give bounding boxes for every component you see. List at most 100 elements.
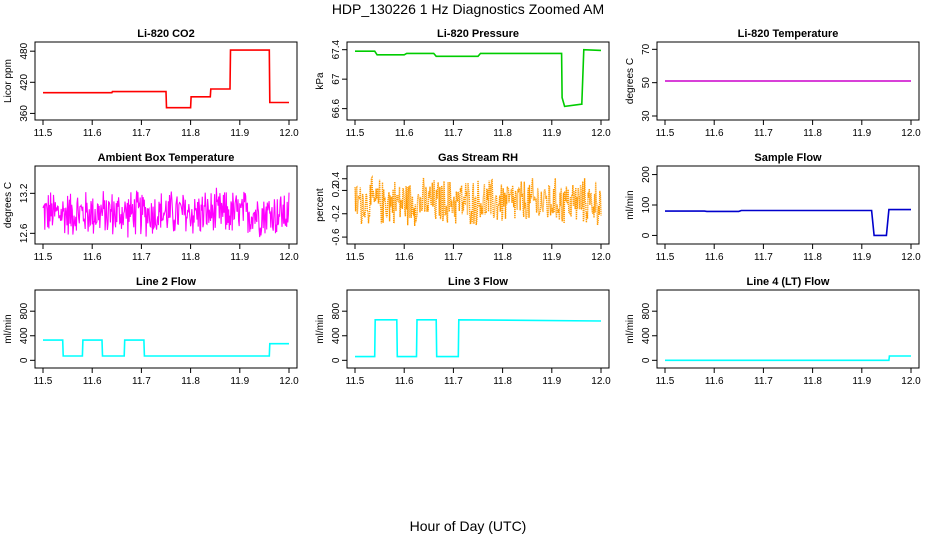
x-tick-label: 11.6: [83, 376, 102, 387]
y-axis-label: ml/min: [625, 190, 636, 219]
panel-title: Line 3 Flow: [448, 276, 508, 288]
x-tick-label: 11.9: [852, 128, 871, 139]
y-tick-label: 360: [19, 105, 30, 122]
y-tick-label: 12.6: [19, 223, 30, 243]
y-tick-label: 800: [641, 302, 652, 319]
x-tick-label: 11.8: [181, 128, 200, 139]
chart-panel-3: Ambient Box Temperature 11.5 11.6 11.7 11.8 1…: [3, 152, 299, 263]
x-tick-label: 11.5: [34, 128, 53, 139]
y-tick-label: 70: [641, 43, 652, 55]
x-tick-label: 11.5: [34, 376, 53, 387]
series-line: [355, 318, 602, 358]
x-tick-label: 11.7: [132, 376, 151, 387]
panel-title: Gas Stream RH: [438, 152, 518, 164]
y-axis-label: ml/min: [625, 314, 636, 343]
chart-panel-4: Gas Stream RH 11.5 11.6 11.7 11.8 11.9 12.0 -0.…: [315, 152, 611, 263]
panel-title: Li-820 Temperature: [738, 28, 839, 40]
y-tick-label: 0.4: [331, 171, 342, 185]
x-tick-label: 11.7: [132, 128, 151, 139]
panel-title: Line 4 (LT) Flow: [747, 276, 830, 288]
chart-panel-1: Li-820 Pressure 11.5 11.6 11.7 11.8 11.9 12.0 6…: [315, 28, 611, 139]
x-tick-label: 11.9: [230, 376, 249, 387]
x-tick-label: 11.9: [230, 252, 249, 263]
x-tick-label: 11.6: [83, 252, 102, 263]
x-tick-label: 11.7: [444, 376, 463, 387]
y-tick-label: 0: [331, 357, 342, 363]
x-tick-label: 11.7: [444, 128, 463, 139]
y-tick-label: 67.4: [331, 40, 342, 60]
y-tick-label: 30: [641, 110, 652, 122]
plot-frame: [34, 165, 298, 245]
x-tick-label: 11.6: [395, 376, 414, 387]
series-line: [665, 208, 911, 237]
y-axis-label: Licor ppm: [3, 59, 14, 103]
x-tick-label: 11.6: [395, 128, 414, 139]
x-tick-label: 11.8: [493, 376, 512, 387]
x-tick-label: 11.5: [346, 252, 365, 263]
y-axis-label: ml/min: [315, 314, 326, 343]
series-line: [43, 339, 289, 357]
chart-panel-2: Li-820 Temperature 11.5 11.6 11.7 11.8 11.9 12…: [625, 28, 921, 139]
plot-frame: [346, 165, 610, 245]
x-tick-label: 12.0: [591, 376, 611, 387]
series-line: [665, 355, 911, 362]
y-tick-label: 50: [641, 77, 652, 89]
x-tick-label: 11.5: [656, 376, 675, 387]
plot-frame: [656, 289, 920, 369]
x-tick-label: 12.0: [901, 376, 921, 387]
chart-panel-6: Line 2 Flow 11.5 11.6 11.7 11.8 11.9 12.0 0 400 8…: [3, 276, 299, 387]
chart-panel-8: Line 4 (LT) Flow 11.5 11.6 11.7 11.8 11.9 12.0…: [625, 276, 921, 387]
x-tick-label: 11.6: [705, 376, 724, 387]
y-tick-label: -0.6: [331, 228, 342, 246]
chart-panel-0: Li-820 CO2 11.5 11.6 11.7 11.8 11.9 12.0 360 420…: [3, 28, 299, 139]
plot-frame: [656, 165, 920, 245]
x-tick-label: 12.0: [279, 376, 299, 387]
y-tick-label: 800: [331, 302, 342, 319]
y-tick-label: -0.2: [331, 205, 342, 223]
series-line: [354, 174, 602, 227]
chart-panel-7: Line 3 Flow 11.5 11.6 11.7 11.8 11.9 12.0 0 400 8…: [315, 276, 611, 387]
x-tick-label: 12.0: [279, 252, 299, 263]
plot-frame: [34, 41, 298, 121]
panel-title: Li-820 Pressure: [437, 28, 519, 40]
series-line: [42, 187, 290, 238]
x-tick-label: 11.5: [34, 252, 53, 263]
y-tick-label: 67: [331, 73, 342, 85]
y-tick-label: 13.2: [19, 183, 30, 203]
x-tick-label: 11.7: [754, 376, 773, 387]
x-tick-label: 12.0: [591, 252, 611, 263]
plot-frame: [346, 41, 610, 121]
x-tick-label: 12.0: [279, 128, 299, 139]
y-tick-label: 0: [19, 357, 30, 363]
x-tick-label: 11.7: [754, 128, 773, 139]
x-tick-label: 11.5: [346, 128, 365, 139]
x-tick-label: 11.9: [230, 128, 249, 139]
panel-title: Sample Flow: [754, 152, 822, 164]
y-axis-label: kPa: [315, 72, 326, 90]
x-tick-label: 11.8: [181, 376, 200, 387]
x-tick-label: 11.7: [754, 252, 773, 263]
y-tick-label: 420: [19, 74, 30, 91]
y-tick-label: 400: [331, 327, 342, 344]
y-axis-label: ml/min: [3, 314, 14, 343]
x-tick-label: 11.9: [852, 376, 871, 387]
y-tick-label: 0.2: [331, 183, 342, 197]
panel-title: Li-820 CO2: [137, 28, 194, 40]
y-tick-label: 400: [19, 327, 30, 344]
x-tick-label: 11.8: [493, 252, 512, 263]
y-tick-label: 100: [641, 196, 652, 213]
x-tick-label: 11.6: [705, 252, 724, 263]
panel-title: Ambient Box Temperature: [98, 152, 235, 164]
y-tick-label: 480: [19, 42, 30, 59]
x-tick-label: 11.6: [395, 252, 414, 263]
x-tick-label: 11.9: [542, 376, 561, 387]
y-axis-label: percent: [315, 188, 326, 222]
x-tick-label: 11.5: [656, 252, 675, 263]
plot-frame: [656, 41, 920, 121]
y-axis-label: degrees C: [625, 58, 636, 104]
plot-frame: [346, 289, 610, 369]
x-tick-label: 11.9: [852, 252, 871, 263]
x-tick-label: 11.5: [656, 128, 675, 139]
y-tick-label: 0: [641, 232, 652, 238]
